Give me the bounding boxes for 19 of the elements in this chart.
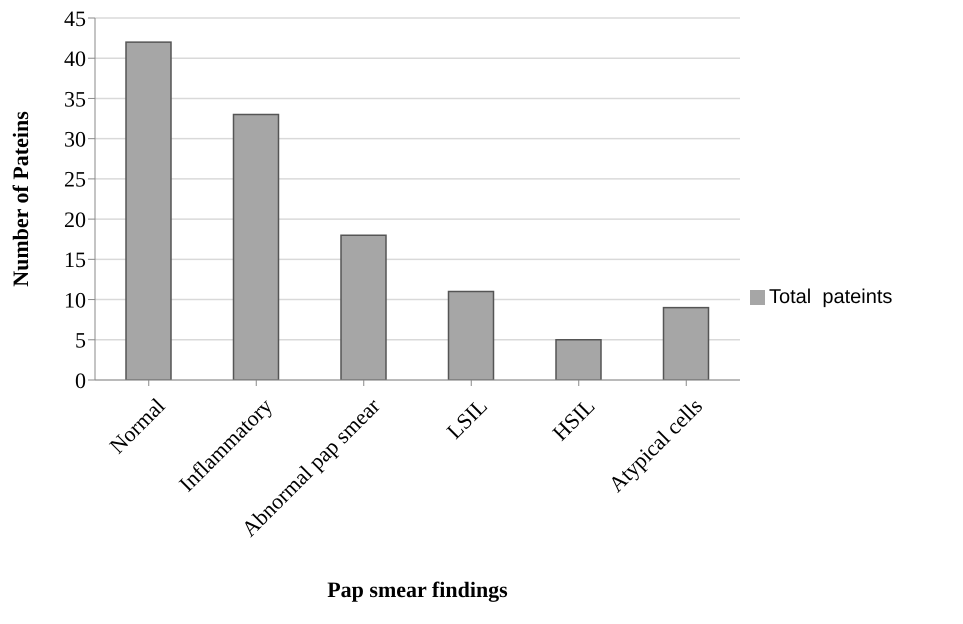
bar (662, 306, 710, 380)
legend-label: Total pateints (769, 286, 892, 308)
y-tick-label: 45 (64, 6, 86, 31)
y-tick-label: 5 (75, 328, 86, 353)
y-tick-label: 25 (64, 166, 86, 192)
bar (448, 290, 494, 380)
x-axis-title: Pap smear findings (327, 577, 508, 602)
y-tick-label: 0 (75, 368, 86, 393)
y-tick-label: 40 (64, 46, 86, 72)
y-tick-label: 15 (64, 247, 86, 272)
y-tick-label: 35 (64, 86, 86, 112)
y-tick-label: 10 (64, 287, 86, 312)
bar (340, 234, 387, 380)
bar (232, 114, 280, 380)
y-tick-label: 20 (64, 206, 86, 232)
y-axis-title: Number of Pateins (8, 110, 33, 287)
bar (125, 41, 172, 380)
y-tick-label: 30 (64, 126, 86, 152)
bar (555, 339, 602, 380)
